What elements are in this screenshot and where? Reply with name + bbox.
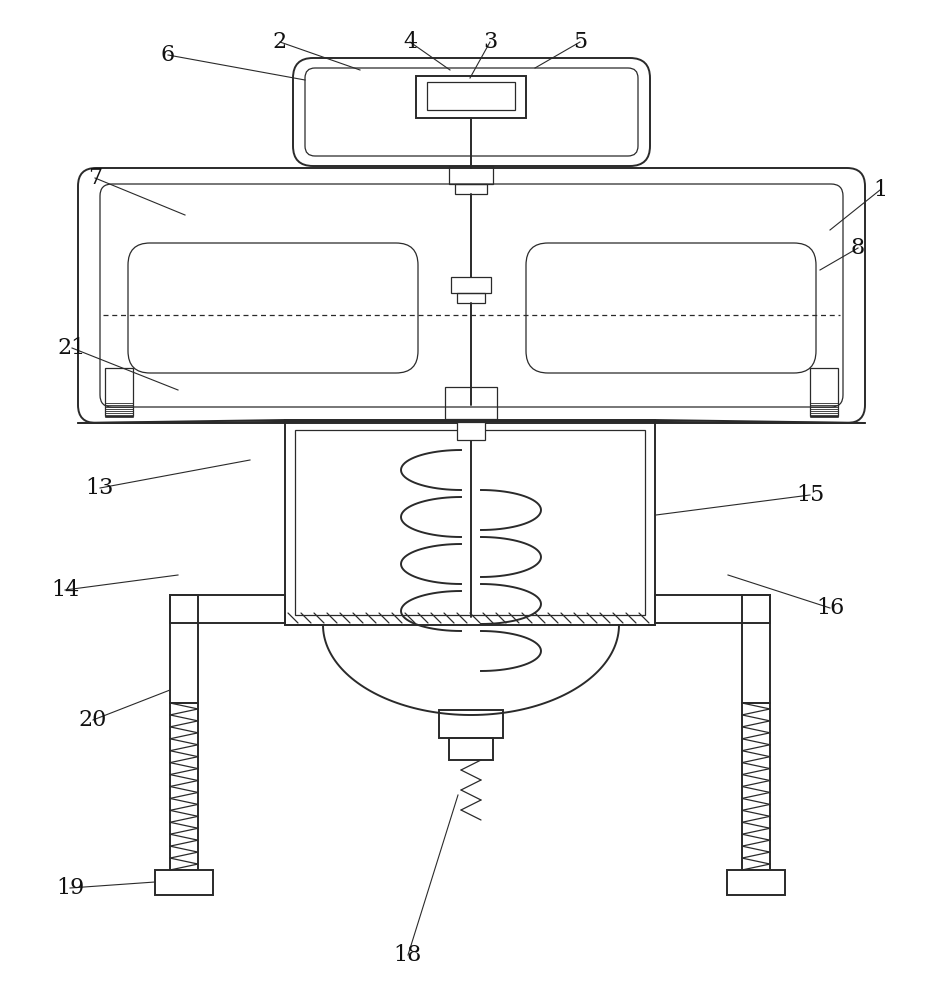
Bar	[449, 166, 493, 184]
Bar	[170, 703, 198, 870]
Bar	[655, 595, 770, 623]
Text: 15: 15	[796, 484, 824, 506]
Bar	[170, 595, 198, 703]
Bar	[457, 293, 485, 303]
Bar	[445, 387, 497, 419]
Text: 2: 2	[273, 31, 287, 53]
Text: 1: 1	[873, 179, 887, 201]
Text: 21: 21	[58, 337, 86, 359]
Text: 13: 13	[86, 477, 114, 499]
Bar	[285, 420, 655, 625]
FancyBboxPatch shape	[526, 243, 816, 373]
Text: 8: 8	[851, 237, 865, 259]
Bar	[449, 738, 493, 760]
Bar	[155, 870, 213, 895]
Bar	[427, 82, 515, 110]
Bar	[727, 870, 785, 895]
Text: 19: 19	[56, 877, 84, 899]
Bar	[295, 430, 645, 615]
Text: 6: 6	[161, 44, 175, 66]
Bar	[742, 595, 770, 703]
Text: 5: 5	[573, 31, 587, 53]
Text: 4: 4	[403, 31, 417, 53]
Text: 16: 16	[816, 597, 844, 619]
Bar	[416, 76, 526, 118]
Text: 14: 14	[51, 579, 79, 601]
Text: 18: 18	[394, 944, 422, 966]
Bar	[457, 422, 485, 440]
Bar	[105, 368, 133, 416]
FancyBboxPatch shape	[128, 243, 418, 373]
Bar	[451, 277, 491, 293]
Bar	[439, 710, 503, 738]
Text: 3: 3	[483, 31, 497, 53]
Bar	[455, 184, 487, 194]
Bar	[170, 595, 285, 623]
Text: 20: 20	[79, 709, 108, 731]
Text: 7: 7	[88, 167, 102, 189]
Bar	[810, 368, 838, 416]
Bar	[742, 703, 770, 870]
